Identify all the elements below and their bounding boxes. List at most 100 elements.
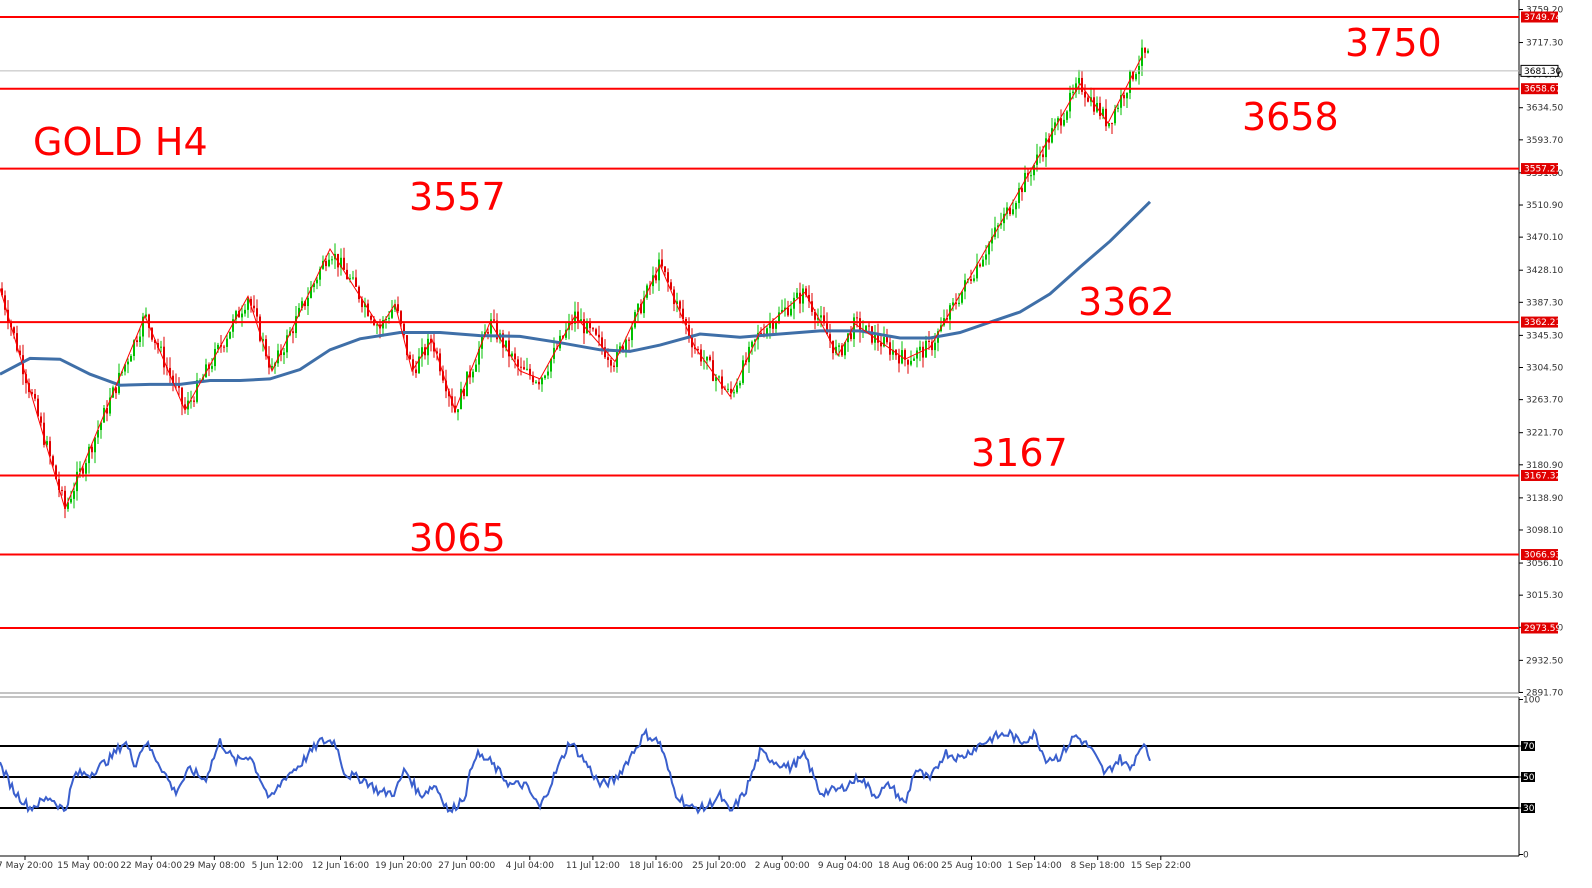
candle-body (739, 383, 741, 385)
level-tag-text: 3557.21 (1524, 165, 1561, 175)
candle-body (958, 303, 960, 304)
candle-body (712, 360, 714, 381)
x-tick-label: 2 Aug 00:00 (755, 861, 810, 871)
candle-body (223, 347, 225, 348)
candle-body (658, 259, 660, 280)
candle-body (1138, 66, 1140, 74)
y-tick-label: 3717.30 (1526, 39, 1563, 49)
candle-body (1084, 92, 1086, 98)
x-tick-label: 18 Jul 16:00 (629, 861, 683, 871)
rsi-tick-label: 50 (1523, 773, 1535, 783)
candle-body (598, 335, 600, 338)
candle-body (733, 392, 735, 393)
candle-body (211, 366, 213, 369)
candle-body (1144, 48, 1146, 53)
chart-title: GOLD H4 (33, 120, 208, 164)
candle-body (1021, 188, 1023, 192)
candle-body (544, 376, 546, 379)
candle-body (772, 323, 774, 329)
candle-body (520, 367, 522, 368)
candle-body (70, 499, 72, 503)
rsi-tick-label: 0 (1523, 851, 1529, 861)
candle-body (229, 332, 231, 339)
rsi-tick-label: 30 (1523, 804, 1535, 814)
candle-body (838, 345, 840, 346)
candle-body (850, 333, 852, 339)
candle-body (253, 306, 255, 309)
candle-body (982, 260, 984, 267)
candle-body (802, 288, 804, 303)
level-label-3557: 3557 (409, 175, 506, 219)
candle-body (913, 359, 915, 361)
x-tick-label: 15 May 00:00 (57, 861, 119, 871)
level-label-3658: 3658 (1242, 95, 1339, 139)
candle-body (727, 389, 729, 390)
candle-body (139, 337, 141, 342)
candle-body (820, 315, 822, 317)
candle-body (460, 389, 462, 409)
candle-body (1066, 111, 1068, 119)
candle-body (934, 343, 936, 350)
candle-body (292, 331, 294, 333)
candle-body (1012, 209, 1014, 214)
candle-body (1126, 93, 1128, 98)
candle-body (163, 347, 165, 368)
candle-body (886, 337, 888, 342)
y-tick-label: 3015.30 (1526, 591, 1563, 601)
x-tick-label: 11 Jul 12:00 (566, 861, 620, 871)
level-tag-text: 2973.59 (1524, 624, 1561, 634)
candle-body (244, 310, 246, 314)
x-tick-label: 7 May 20:00 (0, 861, 53, 871)
y-tick-label: 3221.70 (1526, 429, 1563, 439)
candle-body (352, 277, 354, 278)
candle-body (82, 468, 84, 473)
candle-body (1015, 203, 1017, 209)
y-tick-label: 3634.50 (1526, 104, 1563, 114)
candle-body (160, 347, 162, 348)
candle-body (136, 340, 138, 342)
level-tag-text: 3167.32 (1524, 471, 1561, 481)
y-tick-label: 2932.50 (1526, 656, 1563, 666)
candle-body (472, 372, 474, 378)
candle-body (985, 254, 987, 259)
candle-body (1030, 175, 1032, 176)
candle-body (919, 347, 921, 351)
candle-body (709, 357, 711, 360)
candle-body (547, 372, 549, 376)
x-tick-label: 15 Sep 22:00 (1131, 861, 1191, 871)
candle-body (523, 367, 525, 369)
current-price-tag: 3681.30 (1521, 65, 1561, 77)
candle-body (910, 361, 912, 365)
candle-body (517, 359, 519, 366)
x-tick-label: 27 Jun 00:00 (438, 861, 495, 871)
candle-body (922, 347, 924, 358)
y-tick-label: 3056.10 (1526, 559, 1563, 569)
candle-body (751, 342, 753, 347)
candle-body (1072, 92, 1074, 93)
candle-body (514, 354, 516, 360)
candle-body (466, 372, 468, 397)
candle-body (331, 259, 333, 260)
rsi-line (0, 730, 1150, 812)
candle-body (610, 360, 612, 366)
moving-average-line (0, 202, 1150, 385)
x-tick-label: 25 Aug 10:00 (941, 861, 1002, 871)
y-tick-label: 3593.70 (1526, 136, 1563, 146)
y-tick-label: 3345.30 (1526, 331, 1563, 341)
x-tick-label: 9 Aug 04:00 (818, 861, 873, 871)
candle-body (526, 369, 528, 370)
level-label-3750: 3750 (1345, 21, 1442, 65)
candle-body (130, 356, 132, 362)
y-tick-label: 3180.90 (1526, 461, 1563, 471)
candle-body (538, 382, 540, 384)
candle-body (928, 341, 930, 342)
x-tick-label: 25 Jul 20:00 (692, 861, 746, 871)
x-tick-label: 22 May 04:00 (120, 861, 182, 871)
candle-body (61, 490, 63, 491)
y-tick-label: 3138.90 (1526, 494, 1563, 504)
candle-body (73, 491, 75, 499)
candle-body (1111, 123, 1113, 124)
candle-body (397, 304, 399, 311)
main-y-ticks: 3759.203717.303676.403634.503593.703551.… (1519, 6, 1563, 699)
